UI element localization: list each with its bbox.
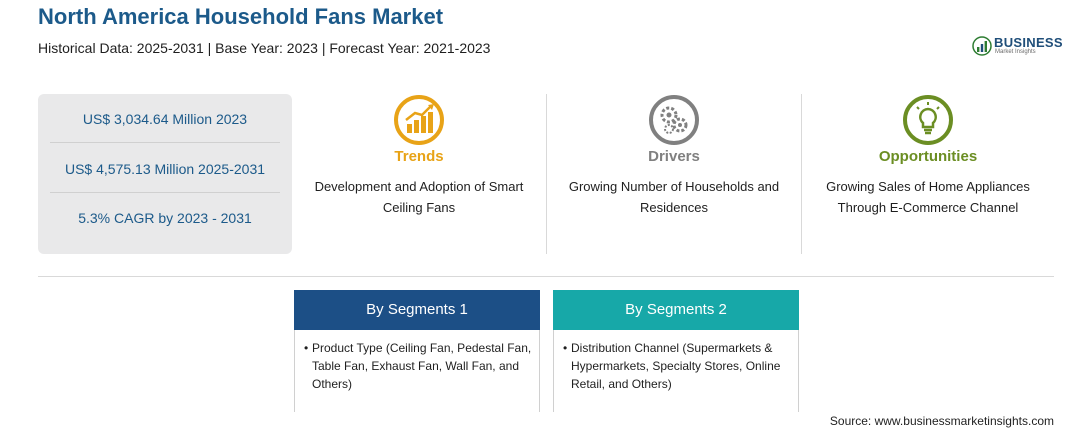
logo-icon xyxy=(972,36,992,56)
drivers-text: Growing Number of Households and Residen… xyxy=(568,179,780,215)
stat-cagr: 5.3% CAGR by 2023 - 2031 xyxy=(78,210,252,226)
page-title: North America Household Fans Market xyxy=(38,4,444,29)
opportunities-text: Growing Sales of Home Appliances Through… xyxy=(826,179,1030,215)
chart-growth-icon xyxy=(394,95,444,145)
logo-tagline: Market Insights xyxy=(995,49,1036,55)
stat-market-size-forecast: US$ 4,575.13 Million 2025-2031 xyxy=(64,161,266,177)
stat-divider xyxy=(50,192,280,193)
stats-panel: US$ 3,034.64 Million 2023 US$ 4,575.13 M… xyxy=(38,94,292,254)
segment-1-header: By Segments 1 xyxy=(294,290,540,330)
brand-logo: BUSINESS Market Insights xyxy=(972,34,1063,60)
bullet-icon: • xyxy=(304,341,309,355)
lightbulb-icon xyxy=(903,95,953,145)
trends-text: Development and Adoption of Smart Ceilin… xyxy=(314,179,524,215)
segment-1-body: • Product Type (Ceiling Fan, Pedestal Fa… xyxy=(294,330,540,412)
column-divider xyxy=(801,94,802,254)
segment-2-body: • Distribution Channel (Supermarkets & H… xyxy=(553,330,799,412)
segment-card-2: By Segments 2 • Distribution Channel (Su… xyxy=(553,290,799,412)
section-divider xyxy=(38,276,1054,277)
trends-heading: Trends xyxy=(394,148,444,165)
column-divider xyxy=(546,94,547,254)
stat-divider xyxy=(50,142,280,143)
stat-market-size-2023: US$ 3,034.64 Million 2023 xyxy=(82,111,248,127)
segment-2-text: Distribution Channel (Supermarkets & Hyp… xyxy=(571,341,781,391)
logo-wordmark: BUSINESS xyxy=(994,35,1063,50)
drivers-column: Drivers Growing Number of Households and… xyxy=(549,94,799,254)
segment-1-text: Product Type (Ceiling Fan, Pedestal Fan,… xyxy=(312,341,532,391)
trends-column: Trends Development and Adoption of Smart… xyxy=(294,94,544,254)
bullet-icon: • xyxy=(563,341,568,355)
source-credit: Source: www.businessmarketinsights.com xyxy=(829,414,1054,428)
segment-2-header: By Segments 2 xyxy=(553,290,799,330)
page-subtitle: Historical Data: 2025-2031 | Base Year: … xyxy=(38,40,491,56)
drivers-heading: Drivers xyxy=(648,148,700,165)
opportunities-heading: Opportunities xyxy=(878,148,978,165)
segment-card-1: By Segments 1 • Product Type (Ceiling Fa… xyxy=(294,290,540,412)
opportunities-column: Opportunities Growing Sales of Home Appl… xyxy=(803,94,1053,254)
gears-icon xyxy=(649,95,699,145)
